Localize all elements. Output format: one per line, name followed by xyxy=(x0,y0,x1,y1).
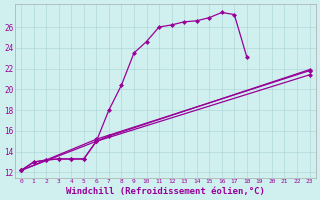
X-axis label: Windchill (Refroidissement éolien,°C): Windchill (Refroidissement éolien,°C) xyxy=(66,187,265,196)
